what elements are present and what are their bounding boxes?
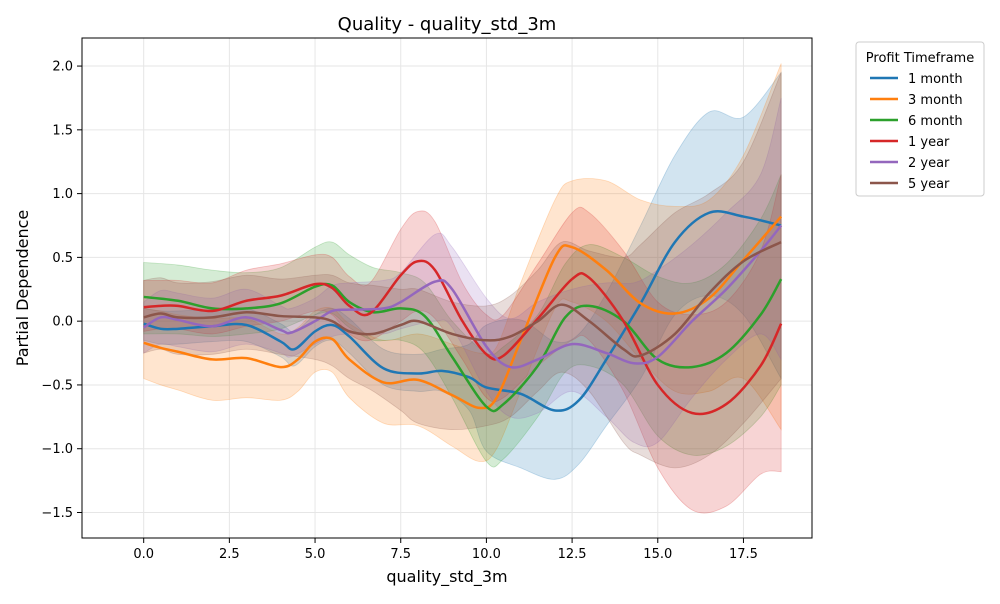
- x-tick-label: 0.0: [133, 547, 154, 562]
- y-tick-label: −0.5: [41, 378, 73, 393]
- y-tick-label: 1.5: [52, 123, 73, 138]
- confidence-band-6-month: [143, 174, 782, 468]
- legend-items: 1 month 3 month 6 month 1 year 2 year 5 year: [870, 72, 963, 192]
- confidence-band-1-month: [143, 71, 782, 480]
- confidence-bands: [143, 63, 782, 514]
- legend-box: [855, 41, 985, 197]
- y-tick-label: 1.0: [52, 187, 73, 202]
- chart-title: Quality - quality_std_3m: [338, 14, 557, 35]
- y-tick-label: −1.0: [41, 442, 73, 457]
- series-line-3-month: [143, 215, 783, 410]
- x-tick-label: 15.0: [643, 547, 672, 562]
- series-line-5-year: [143, 240, 782, 358]
- x-tick-label: 7.5: [390, 547, 411, 562]
- x-tick-label: 2.5: [219, 547, 240, 562]
- legend-label-1-month: 1 month: [908, 72, 963, 87]
- plot-frame: [81, 37, 813, 539]
- y-tick-label: 0.0: [52, 315, 73, 330]
- series-lines: [143, 210, 783, 416]
- series-line-1-month: [143, 210, 782, 412]
- y-tick-label: 0.5: [52, 251, 73, 266]
- legend-label-2-year: 2 year: [908, 156, 950, 171]
- series-line-6-month: [143, 278, 783, 413]
- x-tick-label: 5.0: [305, 547, 326, 562]
- series-line-2-year: [143, 224, 783, 369]
- y-tick-label: 2.0: [52, 60, 73, 75]
- x-tick-label: 17.5: [729, 547, 758, 562]
- y-axis-ticks: −1.5 −1.0 −0.5 0.0 0.5 1.0 1.5 2.0: [41, 60, 82, 521]
- x-tick-label: 12.5: [558, 547, 587, 562]
- series-line-1-year: [143, 259, 783, 416]
- x-tick-label: 10.0: [472, 547, 501, 562]
- legend-label-5-year: 5 year: [908, 177, 950, 192]
- x-axis-label: quality_std_3m: [386, 567, 507, 587]
- confidence-band-5-year: [143, 72, 782, 469]
- legend-label-1-year: 1 year: [908, 135, 950, 150]
- x-axis-ticks: 0.0 2.5 5.0 7.5 10.0 12.5 15.0 17.5: [133, 538, 758, 562]
- y-tick-label: −1.5: [41, 506, 73, 521]
- legend-title: Profit Timeframe: [866, 51, 974, 66]
- confidence-band-3-month: [143, 63, 782, 462]
- legend-label-3-month: 3 month: [908, 93, 963, 108]
- grid: [82, 38, 812, 538]
- legend-label-6-month: 6 month: [908, 114, 963, 129]
- y-axis-label: Partial Dependence: [13, 210, 32, 366]
- confidence-band-1-year: [143, 174, 782, 514]
